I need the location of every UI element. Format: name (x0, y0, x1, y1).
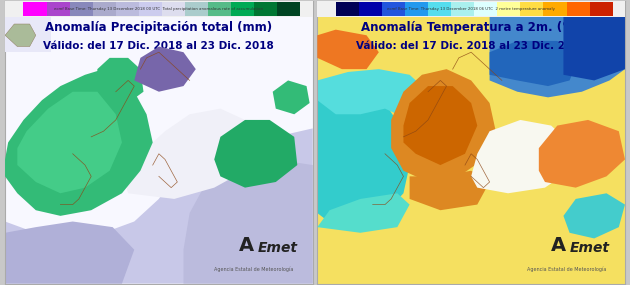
Polygon shape (122, 109, 257, 199)
Text: A: A (239, 236, 254, 255)
Polygon shape (5, 128, 312, 284)
Text: Válido: del 17 Dic. 2018 al 23 Dic. 2018: Válido: del 17 Dic. 2018 al 23 Dic. 2018 (43, 41, 274, 51)
Text: Agencia Estatal de Meteorología: Agencia Estatal de Meteorología (527, 267, 606, 272)
Polygon shape (273, 80, 309, 114)
Text: Anomalía Precipitación total (mm): Anomalía Precipitación total (mm) (45, 21, 272, 34)
Text: A: A (551, 236, 566, 255)
Polygon shape (318, 86, 410, 227)
Polygon shape (214, 120, 297, 188)
Polygon shape (539, 120, 625, 188)
Polygon shape (5, 69, 152, 216)
Polygon shape (5, 24, 36, 46)
Text: Emet: Emet (257, 241, 297, 255)
Polygon shape (490, 1, 625, 97)
Polygon shape (563, 1, 625, 80)
Polygon shape (471, 120, 570, 193)
Polygon shape (410, 171, 490, 210)
Polygon shape (318, 30, 379, 69)
Polygon shape (403, 86, 478, 165)
Polygon shape (134, 46, 196, 92)
Polygon shape (391, 69, 496, 182)
Polygon shape (5, 221, 134, 284)
Text: Válido: del 17 Dic. 2018 al 23 Dic. 2018: Válido: del 17 Dic. 2018 al 23 Dic. 2018 (356, 41, 587, 51)
Text: Emet: Emet (570, 241, 610, 255)
Polygon shape (318, 199, 625, 284)
Polygon shape (318, 193, 410, 233)
Polygon shape (490, 41, 579, 86)
Text: Anomalía Temperatura a 2m. (°C): Anomalía Temperatura a 2m. (°C) (360, 21, 581, 34)
Text: Agencia Estatal de Meteorología: Agencia Estatal de Meteorología (214, 267, 294, 272)
Polygon shape (318, 69, 428, 120)
Polygon shape (18, 92, 122, 193)
Polygon shape (183, 159, 312, 284)
Polygon shape (563, 193, 625, 239)
Polygon shape (98, 58, 144, 103)
Bar (5, 1, 51, 52)
